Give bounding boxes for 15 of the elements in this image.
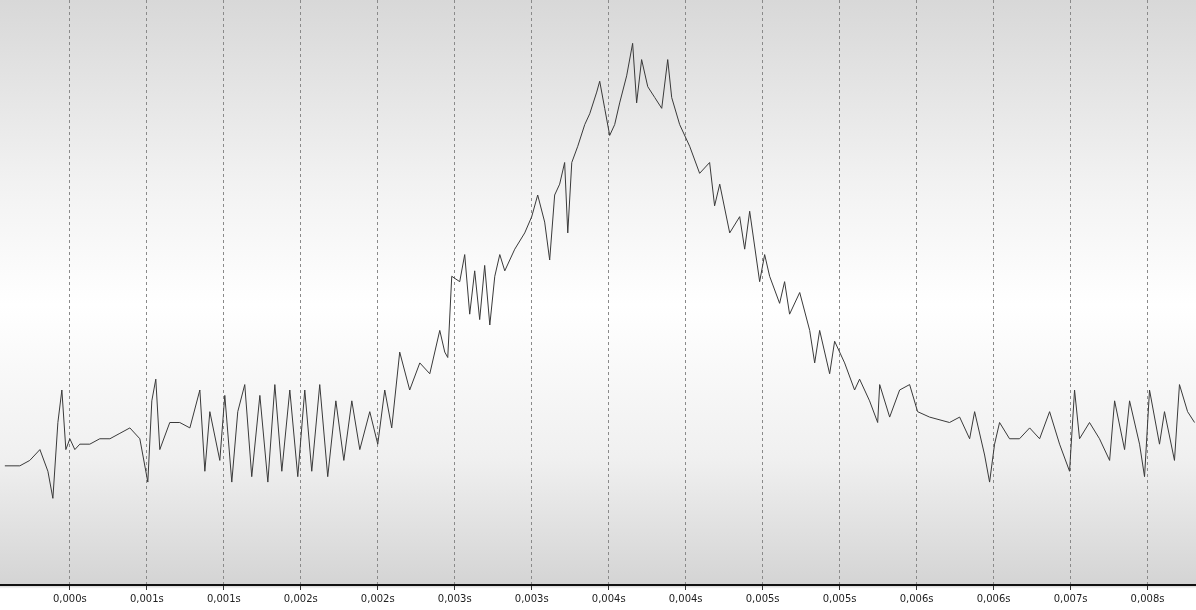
- x-tick-label: 0,005s: [745, 592, 780, 604]
- x-tick-label: 0,000s: [52, 592, 87, 604]
- x-tick-label: 0,003s: [514, 592, 549, 604]
- x-tick-label: 0,001s: [129, 592, 164, 604]
- x-tick-label: 0,008s: [1130, 592, 1165, 604]
- x-tick-label: 0,006s: [899, 592, 934, 604]
- x-tick-label: 0,004s: [668, 592, 703, 604]
- x-tick-label: 0,002s: [360, 592, 395, 604]
- x-tick-label: 0,003s: [437, 592, 472, 604]
- x-tick-label: 0,006s: [976, 592, 1011, 604]
- x-tick-label: 0,004s: [591, 592, 626, 604]
- x-tick-label: 0,001s: [206, 592, 241, 604]
- x-tick-label: 0,007s: [1053, 592, 1088, 604]
- x-tick-label: 0,002s: [283, 592, 318, 604]
- x-tick-label: 0,005s: [822, 592, 857, 604]
